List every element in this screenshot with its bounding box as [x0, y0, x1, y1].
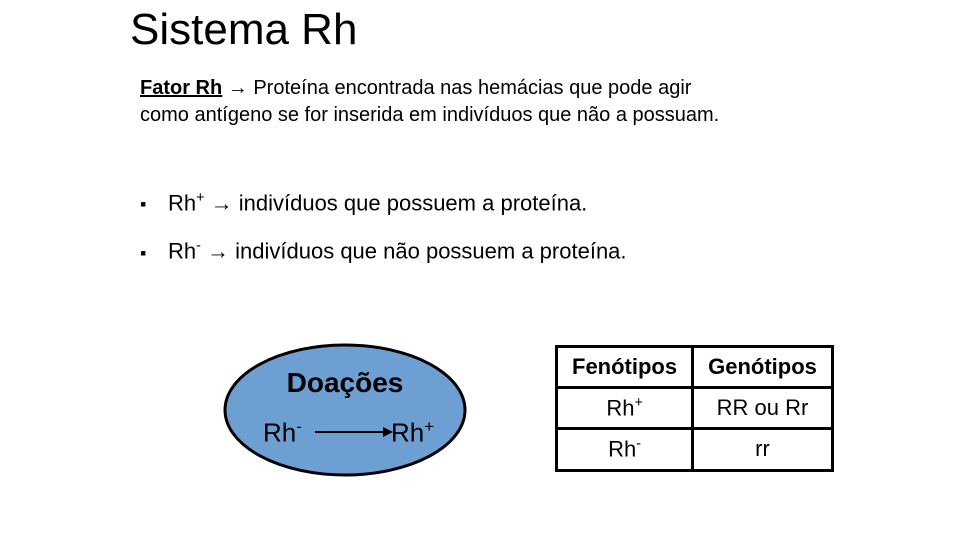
col-genotype: Genótipos	[693, 347, 833, 388]
bullet-content: Rh+ → indivíduos que possuem a proteína.	[168, 190, 587, 216]
donation-diagram: Doações Rh- Rh+	[215, 335, 475, 485]
table-header-row: Fenótipos Genótipos	[557, 347, 833, 388]
arrow-icon: →	[228, 77, 248, 99]
col-phenotype: Fenótipos	[557, 347, 693, 388]
bullet-content: Rh- → indivíduos que não possuem a prote…	[168, 238, 627, 264]
rh-tag-sup: +	[196, 190, 204, 206]
recipient-sup: +	[424, 417, 434, 436]
arrow-icon: →	[211, 190, 233, 215]
recipient-base: Rh	[391, 418, 424, 448]
definition-paragraph: Fator Rh → Proteína encontrada nas hemác…	[140, 75, 720, 129]
page-title: Sistema Rh	[130, 5, 357, 55]
donation-oval-svg	[215, 335, 475, 485]
rh-tag-sup: -	[196, 238, 201, 254]
rh-tag-base: Rh	[168, 239, 196, 264]
cell-phenotype: Rh+	[557, 388, 693, 429]
donor-sup: -	[296, 417, 302, 436]
pheno-sup: +	[634, 395, 642, 411]
list-item: ▪ Rh- → indivíduos que não possuem a pro…	[140, 238, 840, 264]
cell-genotype: RR ou Rr	[693, 388, 833, 429]
genotype-table: Fenótipos Genótipos Rh+ RR ou Rr Rh- rr	[555, 345, 834, 472]
cell-genotype: rr	[693, 429, 833, 470]
table-row: Rh- rr	[557, 429, 833, 470]
rh-tag-base: Rh	[168, 190, 196, 215]
pheno-base: Rh	[606, 395, 634, 420]
arrow-icon: →	[207, 239, 229, 264]
bullet-text: indivíduos que não possuem a proteína.	[235, 239, 626, 264]
square-bullet-icon: ▪	[140, 194, 168, 215]
table-row: Rh+ RR ou Rr	[557, 388, 833, 429]
bullet-text: indivíduos que possuem a proteína.	[239, 190, 588, 215]
donor-base: Rh	[263, 418, 296, 448]
bullet-list: ▪ Rh+ → indivíduos que possuem a proteín…	[140, 190, 840, 287]
list-item: ▪ Rh+ → indivíduos que possuem a proteín…	[140, 190, 840, 216]
cell-phenotype: Rh-	[557, 429, 693, 470]
square-bullet-icon: ▪	[140, 243, 168, 264]
recipient-label: Rh+	[391, 417, 434, 449]
definition-lead: Fator Rh	[140, 77, 222, 99]
oval-shape	[225, 345, 465, 475]
pheno-base: Rh	[608, 437, 636, 462]
donation-title: Doações	[215, 367, 475, 399]
pheno-sup: -	[636, 436, 641, 452]
donor-label: Rh-	[263, 417, 302, 449]
